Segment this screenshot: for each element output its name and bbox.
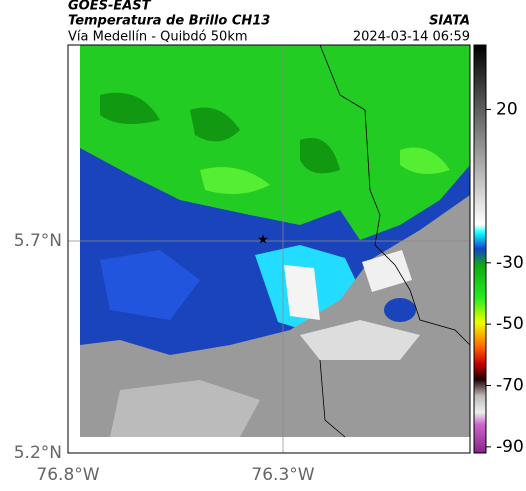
colorbar-tick-label: 20	[496, 99, 518, 119]
lon-label: 76.3°W	[251, 465, 314, 485]
source: SIATA	[429, 14, 470, 29]
colorbar	[473, 44, 487, 454]
colorbar-tick-label: -90	[496, 437, 524, 457]
colorbar-tick-label: -30	[496, 253, 524, 273]
datetime: 2024-03-14 06:59	[353, 30, 470, 45]
lon-label: 76.8°W	[36, 465, 99, 485]
map: ★	[67, 44, 471, 454]
subtitle: Temperatura de Brillo CH13	[68, 14, 270, 29]
colorbar-tick-label: -70	[496, 376, 524, 396]
colorbar-tick-label: -50	[496, 314, 524, 334]
title: GOES-EAST	[68, 0, 152, 14]
svg-text:★: ★	[257, 233, 269, 248]
route: Vía Medellín - Quibdó 50km	[68, 30, 248, 45]
lat-label: 5.2°N	[14, 443, 62, 463]
lat-label: 5.7°N	[14, 231, 62, 251]
